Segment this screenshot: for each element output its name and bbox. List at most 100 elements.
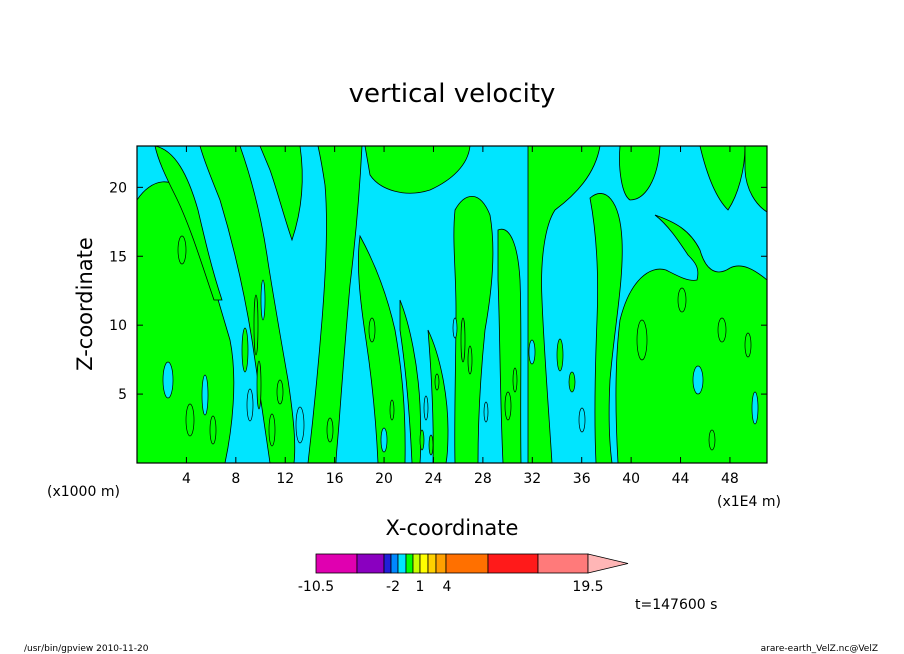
contour-island [692,365,704,395]
x-tick-label: 44 [672,471,690,487]
colorbar-tick-label: -2 [386,579,400,595]
positive-region [699,145,746,211]
contour-island [467,345,473,375]
x-axis: 4 8 12 16 20 24 28 32 36 40 44 48 [182,146,739,487]
colorbar-segment [487,553,539,574]
contour-island [556,338,564,372]
colorbar-segment [315,553,358,574]
colorbar-arrow [587,553,629,574]
positive-region [427,329,449,464]
colorbar-segment [427,553,437,574]
contour-island [428,434,434,456]
contour-island [744,332,752,358]
y-axis-label: Z-coordinate [73,237,97,371]
contour-island [717,317,727,343]
x-tick-label: 28 [474,471,492,487]
footer-right: arare-earth_VelZ.nc@VelZ [761,644,878,654]
positive-region [259,145,303,242]
y-tick-label: 5 [118,387,127,403]
contour-island [162,361,174,399]
contour-island [708,429,716,451]
contour-island [326,417,334,443]
contour-island [423,395,429,421]
colorbar-tick-label: 1 [416,579,425,595]
x-tick-label: 8 [231,471,240,487]
positive-region [615,214,768,464]
positive-region [453,195,494,464]
y-tick-label: 15 [109,249,127,265]
contour-island [209,415,217,445]
x-tick-label: 32 [523,471,541,487]
x-tick-label: 40 [622,471,640,487]
contour-island [295,406,305,444]
time-label: t=147600 s [635,597,717,613]
positive-region [364,145,471,194]
contour-island [241,327,249,373]
contour-island [751,391,759,425]
contour-island [568,371,576,393]
contour-island [380,427,388,453]
footer-left: /usr/bin/gpview 2010-11-20 [24,644,149,654]
x-tick-label: 12 [276,471,294,487]
positive-region [619,145,661,201]
contour-island [512,367,518,393]
contour-island [256,360,262,410]
contour-island [276,379,284,405]
contour-island [419,429,425,451]
field-regions [136,145,768,464]
colorbar [315,553,629,574]
contour-island [528,339,536,365]
contour-island [389,399,395,421]
y-axis: 5 10 15 20 [109,180,767,403]
x-tick-label: 24 [425,471,443,487]
colorbar-segment [537,553,589,574]
contour-island [177,235,187,265]
contour-island [504,391,512,421]
positive-region [154,145,223,301]
contour-island [368,317,376,343]
colorbar-segment [356,553,385,574]
contour-island [434,373,440,391]
positive-region [527,145,601,464]
x-tick-label: 20 [375,471,393,487]
colorbar-segment [383,553,392,574]
plot-frame [136,145,768,464]
x-tick-label: 48 [721,471,739,487]
colorbar-segment [405,553,414,574]
contour-island [246,388,254,422]
contour-island [201,374,209,416]
colorbar-segment [445,553,489,574]
colorbar-segment [397,553,407,574]
contour-island [268,413,276,447]
x-unit-right: (x1E4 m) [717,494,781,510]
y-tick-label: 20 [109,180,127,196]
contour-island [636,319,648,361]
contour-island [185,403,195,437]
plot-area [136,145,768,464]
contour-island [677,287,687,313]
x-axis-label: X-coordinate [386,516,519,540]
positive-region [589,193,623,464]
x-unit-left: (x1000 m) [47,484,120,500]
contour-island [260,279,266,321]
contour-island [483,401,489,423]
chart-title: vertical velocity [349,79,556,109]
colorbar-segment [435,553,447,574]
contour-island [578,407,586,433]
colorbar-segment [419,553,429,574]
contour-island [460,317,466,363]
colorbar-segment [412,553,421,574]
y-tick-label: 10 [109,318,127,334]
contour-island [452,317,458,339]
colorbar-tick-label: -10.5 [298,579,334,595]
x-tick-label: 16 [326,471,344,487]
x-tick-label: 36 [573,471,591,487]
colorbar-tick-label: 4 [443,579,452,595]
colorbar-labels: -10.5 -2 1 4 19.5 [298,579,604,595]
positive-region [497,228,522,464]
colorbar-tick-label: 19.5 [572,579,603,595]
x-tick-label: 4 [182,471,191,487]
colorbar-segment [390,553,399,574]
contour-island [253,294,259,356]
